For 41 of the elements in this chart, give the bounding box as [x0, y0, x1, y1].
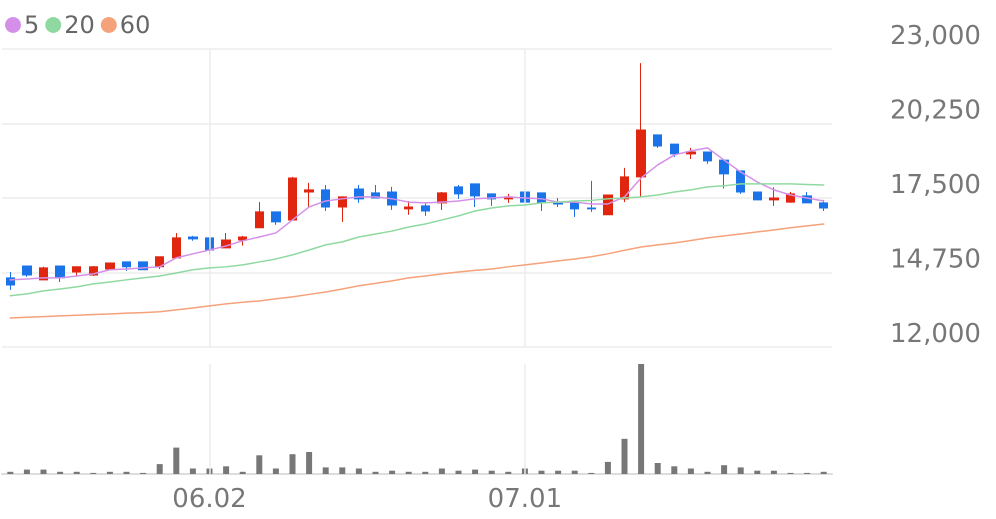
bar: [223, 466, 230, 474]
bar: [438, 468, 445, 474]
bar: [156, 464, 163, 474]
bar: [40, 470, 46, 474]
bar: [173, 448, 180, 474]
x-tick-label: 06.02: [172, 484, 247, 514]
y-tick-label: 20,250: [890, 96, 981, 126]
y-tick-label: 14,750: [890, 244, 981, 274]
y-tick-label: 17,500: [890, 170, 981, 200]
bar: [538, 470, 544, 474]
bar: [290, 454, 296, 474]
bar: [721, 465, 728, 474]
bar: [339, 467, 346, 474]
bar: [256, 455, 262, 474]
bar: [671, 466, 678, 474]
legend-label: 20: [64, 11, 95, 39]
y-tick-label: 12,000: [890, 319, 981, 349]
bar: [654, 463, 661, 474]
legend-label: 5: [24, 11, 40, 39]
bar: [572, 470, 578, 474]
bar: [738, 467, 744, 474]
bar: [604, 462, 611, 474]
bar: [622, 438, 628, 474]
bar: [472, 470, 478, 474]
bar: [306, 452, 312, 474]
bar: [754, 470, 760, 474]
legend-label: 60: [120, 11, 150, 39]
bar: [456, 470, 462, 474]
bar: [190, 468, 196, 474]
bar: [272, 468, 279, 474]
bar: [688, 468, 694, 474]
bar: [389, 470, 396, 474]
bar: [638, 364, 644, 474]
bar: [356, 468, 362, 474]
bar: [322, 467, 329, 474]
bar: [488, 470, 495, 474]
y-tick-label: 23,000: [890, 21, 981, 51]
bar: [24, 470, 30, 474]
bar: [555, 470, 562, 474]
bar: [770, 470, 777, 474]
x-tick-label: 07.01: [488, 484, 562, 514]
